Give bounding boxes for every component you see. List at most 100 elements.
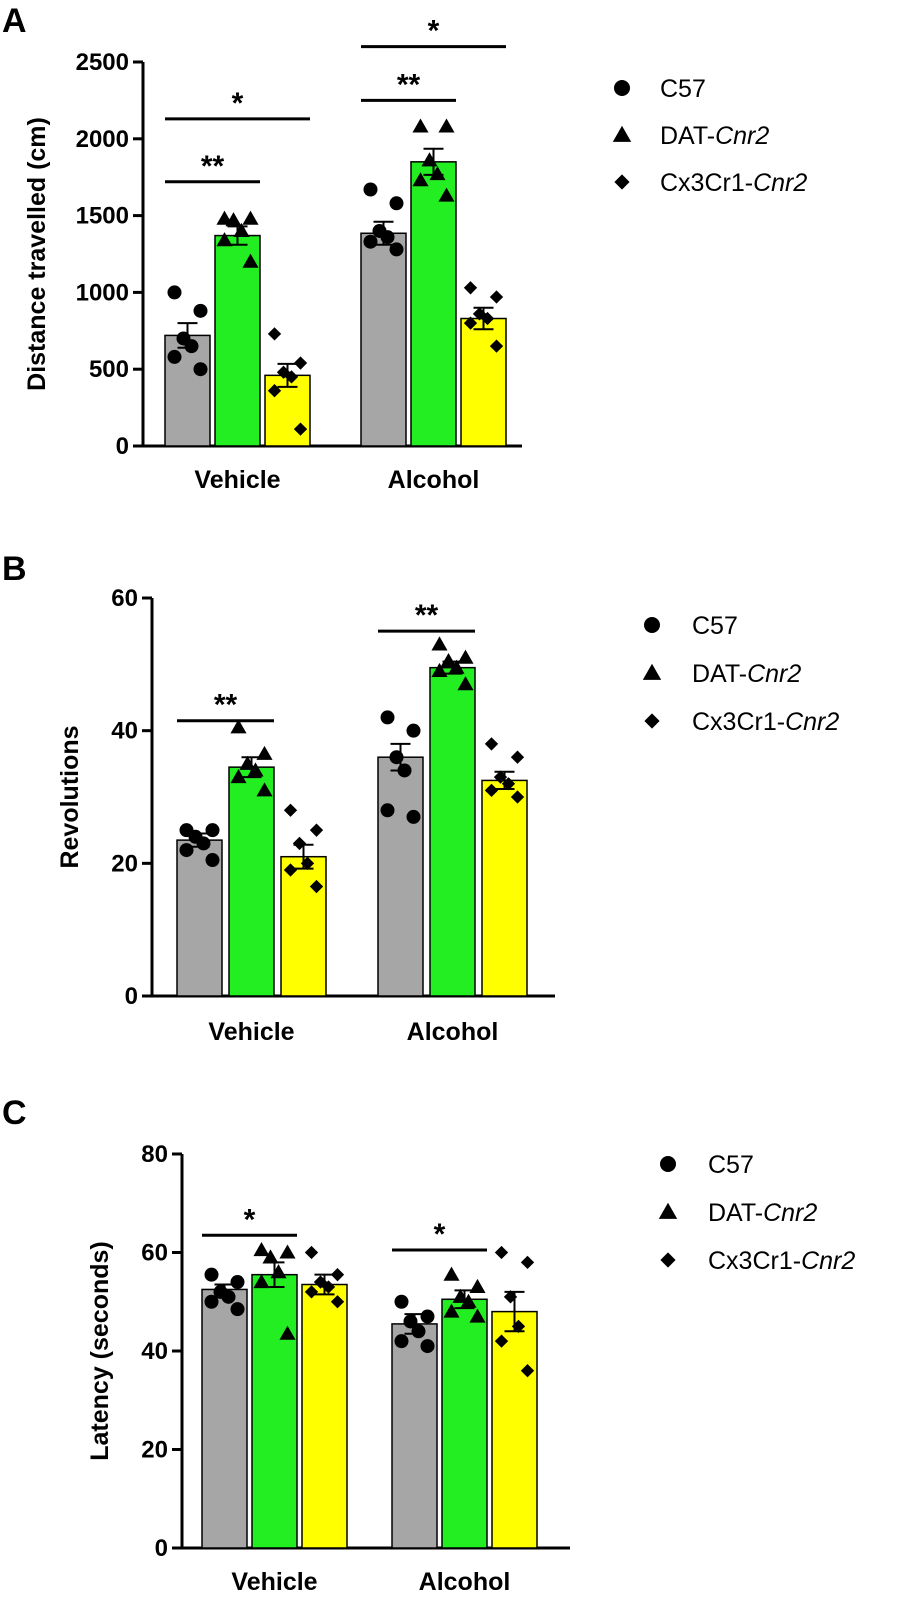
data-point xyxy=(204,1294,219,1309)
category-label: Vehicle xyxy=(231,1568,317,1596)
data-point xyxy=(167,349,182,364)
bar xyxy=(481,779,528,997)
data-point xyxy=(225,212,242,227)
bar xyxy=(441,1298,488,1549)
bar xyxy=(228,766,275,997)
y-tick-label: 0 xyxy=(155,1535,168,1562)
bar xyxy=(377,756,424,997)
legend-label-italic: Cnr2 xyxy=(801,1247,855,1275)
legend-label: DAT-Cnr2 xyxy=(660,122,769,150)
y-tick-label: 40 xyxy=(141,1338,168,1365)
bar xyxy=(164,334,211,447)
data-point xyxy=(193,362,208,377)
legend-label-italic: Cnr2 xyxy=(747,660,801,688)
data-point xyxy=(230,1275,245,1290)
category-label: Alcohol xyxy=(388,466,480,494)
y-tick-label: 1500 xyxy=(76,203,129,230)
legend-label: Cx3Cr1-Cnr2 xyxy=(660,169,807,197)
legend-marker xyxy=(644,617,660,633)
data-point xyxy=(431,636,448,651)
y-tick-label: 2000 xyxy=(76,126,129,153)
y-tick-label: 2500 xyxy=(76,49,129,76)
bar xyxy=(491,1310,538,1549)
data-point xyxy=(184,339,199,354)
data-point xyxy=(380,230,395,245)
data-point xyxy=(380,803,395,818)
data-point xyxy=(494,1334,509,1348)
data-point xyxy=(253,1241,270,1257)
significance-label: * xyxy=(244,1203,256,1236)
data-point xyxy=(205,853,220,868)
panel-c: C 0 20 40 60 80 Latency (seconds) Vehicle Alcoho… xyxy=(2,1094,855,1596)
data-point xyxy=(460,1293,477,1308)
data-point xyxy=(469,1278,486,1294)
data-point xyxy=(242,253,259,268)
legend-marker xyxy=(612,125,632,142)
data-point xyxy=(484,737,499,751)
category-label: Vehicle xyxy=(194,466,280,494)
legend-label: C57 xyxy=(692,612,738,640)
data-point xyxy=(448,659,465,674)
data-point xyxy=(216,232,233,247)
data-point xyxy=(242,210,259,225)
data-point xyxy=(510,750,525,764)
data-point xyxy=(167,285,182,300)
legend-label-main: DAT- xyxy=(708,1199,763,1227)
data-point xyxy=(284,370,299,384)
data-point xyxy=(293,356,308,370)
data-point xyxy=(463,281,478,295)
data-point xyxy=(283,803,298,817)
significance-label: ** xyxy=(397,68,421,101)
data-point xyxy=(309,823,324,837)
legend-label-italic: Cnr2 xyxy=(785,708,839,736)
data-point xyxy=(309,879,324,894)
bar xyxy=(201,1288,248,1549)
data-point xyxy=(330,1268,345,1282)
legend-label-italic: Cnr2 xyxy=(763,1199,817,1227)
data-point xyxy=(304,1285,319,1299)
category-label: Vehicle xyxy=(208,1018,294,1046)
data-point xyxy=(420,1339,435,1354)
data-point xyxy=(406,809,421,824)
significance-label: * xyxy=(434,1218,446,1251)
y-axis-label: Distance travelled (cm) xyxy=(23,117,51,391)
data-point xyxy=(389,196,404,211)
y-tick-label: 60 xyxy=(111,585,138,612)
y-tick-label: 20 xyxy=(111,850,138,877)
data-point xyxy=(283,863,298,877)
data-point xyxy=(411,1324,426,1339)
data-point xyxy=(480,311,495,326)
data-point xyxy=(438,187,455,202)
data-point xyxy=(457,649,474,664)
bar xyxy=(429,666,476,997)
data-point xyxy=(457,676,474,691)
data-point xyxy=(511,1319,526,1334)
y-tick-label: 500 xyxy=(89,356,129,383)
panel-letter: A xyxy=(2,2,27,40)
y-tick-label: 0 xyxy=(125,983,138,1010)
bar xyxy=(391,1323,438,1549)
data-point xyxy=(204,1267,219,1282)
data-point xyxy=(443,1303,460,1318)
data-point xyxy=(389,242,404,257)
data-point xyxy=(472,307,487,321)
panel-letter: B xyxy=(2,550,27,588)
panel-b: B 0 20 40 60 Revolutions Vehicle Alcohol ** ** C57… xyxy=(2,550,839,1046)
category-label: Alcohol xyxy=(407,1018,499,1046)
data-point xyxy=(403,1314,418,1329)
data-point xyxy=(267,384,282,398)
bar xyxy=(280,855,327,997)
data-point xyxy=(230,769,247,784)
legend-label: Cx3Cr1-Cnr2 xyxy=(692,708,839,736)
data-point xyxy=(293,422,308,436)
data-point xyxy=(431,662,448,678)
legend-label-italic: Cnr2 xyxy=(715,122,769,150)
legend-marker xyxy=(660,1156,676,1172)
legend-label: C57 xyxy=(708,1151,754,1179)
bar xyxy=(301,1283,348,1549)
data-point xyxy=(193,303,208,318)
legend-label-main: Cx3Cr1- xyxy=(660,169,753,197)
data-point xyxy=(412,172,429,187)
data-point xyxy=(256,782,273,797)
